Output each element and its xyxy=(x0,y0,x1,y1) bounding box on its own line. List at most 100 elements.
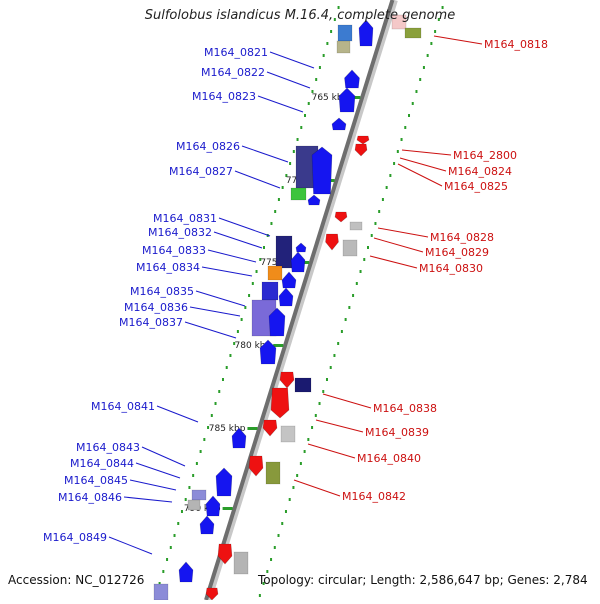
gene-block[interactable] xyxy=(342,239,358,257)
dotted-rail-right xyxy=(340,330,343,333)
gene-block[interactable] xyxy=(267,265,283,281)
locus-leader-line xyxy=(108,536,153,555)
locus-leader-line xyxy=(397,163,443,187)
locus-label-m164_0836[interactable]: M164_0836 xyxy=(124,301,188,314)
gene-arrow[interactable] xyxy=(270,387,290,419)
gene-block[interactable] xyxy=(233,551,249,575)
gene-arrow[interactable] xyxy=(217,543,233,565)
gene-arrow[interactable] xyxy=(290,251,306,273)
locus-label-m164_2800[interactable]: M164_2800 xyxy=(453,149,517,162)
locus-label-m164_0824[interactable]: M164_0824 xyxy=(448,165,512,178)
gene-arrow[interactable] xyxy=(344,69,360,89)
dotted-rail-right xyxy=(359,270,362,273)
dotted-rail-left xyxy=(233,342,236,345)
gene-block[interactable] xyxy=(153,583,169,601)
locus-label-m164_0845[interactable]: M164_0845 xyxy=(64,474,128,487)
dotted-rail-left xyxy=(184,498,187,501)
locus-leader-line xyxy=(234,170,281,189)
gene-arrow[interactable] xyxy=(331,117,347,131)
dotted-rail-right xyxy=(311,426,314,429)
dotted-rail-right xyxy=(437,18,440,21)
dotted-rail-right xyxy=(363,258,366,261)
gene-arrow[interactable] xyxy=(205,495,221,517)
locus-label-m164_0826[interactable]: M164_0826 xyxy=(176,140,240,153)
locus-label-m164_0832[interactable]: M164_0832 xyxy=(148,226,212,239)
gene-arrow[interactable] xyxy=(268,307,286,337)
gene-arrow[interactable] xyxy=(215,467,233,497)
gene-arrow[interactable] xyxy=(205,587,219,601)
locus-label-m164_0835[interactable]: M164_0835 xyxy=(130,285,194,298)
gene-arrow[interactable] xyxy=(358,19,374,47)
locus-label-m164_0841[interactable]: M164_0841 xyxy=(91,400,155,413)
locus-label-m164_0825[interactable]: M164_0825 xyxy=(444,180,508,193)
dotted-rail-right xyxy=(292,486,295,489)
gene-arrow[interactable] xyxy=(279,371,295,389)
gene-block[interactable] xyxy=(191,489,207,501)
gene-block[interactable] xyxy=(261,281,279,301)
dotted-rail-left xyxy=(177,522,180,525)
locus-label-m164_0823[interactable]: M164_0823 xyxy=(192,90,256,103)
locus-label-m164_0833[interactable]: M164_0833 xyxy=(142,244,206,257)
gene-block[interactable] xyxy=(337,24,353,42)
locus-label-m164_0834[interactable]: M164_0834 xyxy=(136,261,200,274)
locus-label-m164_0844[interactable]: M164_0844 xyxy=(70,457,134,470)
gene-arrow[interactable] xyxy=(262,419,278,437)
dotted-rail-right xyxy=(273,546,276,549)
dotted-rail-right xyxy=(348,306,351,309)
gene-block[interactable] xyxy=(336,40,351,54)
gene-block[interactable] xyxy=(275,235,293,269)
dotted-rail-left xyxy=(221,378,224,381)
dotted-rail-left xyxy=(166,558,169,561)
gene-arrow[interactable] xyxy=(278,287,294,307)
locus-label-m164_0846[interactable]: M164_0846 xyxy=(58,491,122,504)
gene-block[interactable] xyxy=(187,499,201,511)
locus-label-m164_0849[interactable]: M164_0849 xyxy=(43,531,107,544)
locus-label-m164_0818[interactable]: M164_0818 xyxy=(484,38,548,51)
locus-leader-line xyxy=(377,227,429,238)
locus-label-m164_0843[interactable]: M164_0843 xyxy=(76,441,140,454)
locus-label-m164_0831[interactable]: M164_0831 xyxy=(153,212,217,225)
gene-arrow[interactable] xyxy=(325,233,339,251)
locus-leader-line xyxy=(293,479,341,497)
dotted-rail-left xyxy=(277,198,280,201)
locus-label-m164_0839[interactable]: M164_0839 xyxy=(365,426,429,439)
gene-block[interactable] xyxy=(349,221,363,231)
gene-arrow[interactable] xyxy=(199,515,215,535)
gene-block[interactable] xyxy=(391,14,407,30)
locus-leader-line xyxy=(315,419,364,433)
locus-label-m164_0829[interactable]: M164_0829 xyxy=(425,246,489,259)
locus-label-m164_0827[interactable]: M164_0827 xyxy=(169,165,233,178)
locus-label-m164_0842[interactable]: M164_0842 xyxy=(342,490,406,503)
locus-leader-line xyxy=(195,290,246,307)
gene-arrow[interactable] xyxy=(307,194,321,206)
gene-arrow[interactable] xyxy=(338,87,356,113)
gene-block[interactable] xyxy=(280,425,296,443)
gene-block[interactable] xyxy=(404,27,422,39)
locus-label-m164_0840[interactable]: M164_0840 xyxy=(357,452,421,465)
locus-label-m164_0821[interactable]: M164_0821 xyxy=(204,46,268,59)
dotted-rail-left xyxy=(307,102,310,105)
gene-arrow[interactable] xyxy=(281,271,297,289)
gene-block[interactable] xyxy=(294,377,312,393)
gene-arrow[interactable] xyxy=(231,427,247,449)
gene-arrow[interactable] xyxy=(311,146,333,195)
gene-arrow[interactable] xyxy=(178,561,194,583)
dotted-rail-left xyxy=(326,42,329,45)
gene-block[interactable] xyxy=(290,187,307,201)
gene-arrow[interactable] xyxy=(295,242,307,253)
gene-block[interactable] xyxy=(265,461,281,485)
locus-label-m164_0828[interactable]: M164_0828 xyxy=(430,231,494,244)
locus-label-m164_0830[interactable]: M164_0830 xyxy=(419,262,483,275)
gene-arrow[interactable] xyxy=(259,339,277,365)
gene-arrow[interactable] xyxy=(334,211,348,223)
locus-leader-line xyxy=(373,237,424,253)
locus-label-m164_0837[interactable]: M164_0837 xyxy=(119,316,183,329)
locus-label-m164_0822[interactable]: M164_0822 xyxy=(201,66,265,79)
locus-label-m164_0838[interactable]: M164_0838 xyxy=(373,402,437,415)
gene-arrow[interactable] xyxy=(248,455,264,477)
gene-arrow[interactable] xyxy=(354,143,368,157)
gene-arrow[interactable] xyxy=(356,135,370,145)
dotted-rail-right xyxy=(314,414,317,417)
